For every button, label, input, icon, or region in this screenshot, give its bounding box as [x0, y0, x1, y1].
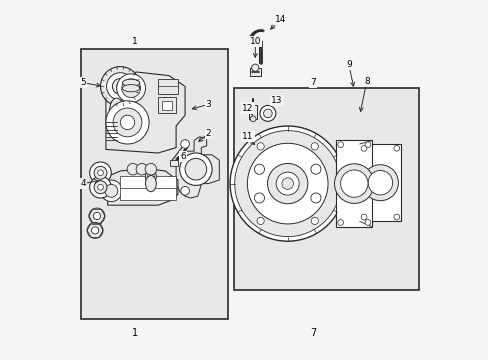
Text: 11: 11	[242, 132, 253, 141]
Bar	[362, 177, 368, 190]
Text: 1: 1	[131, 328, 138, 338]
Circle shape	[337, 142, 343, 148]
Circle shape	[282, 178, 293, 189]
Circle shape	[234, 131, 340, 237]
Ellipse shape	[145, 175, 156, 192]
Circle shape	[310, 217, 318, 225]
Circle shape	[267, 163, 307, 204]
Bar	[158, 97, 176, 113]
Circle shape	[94, 181, 107, 194]
Circle shape	[122, 79, 140, 98]
Circle shape	[365, 142, 370, 148]
Text: 7: 7	[309, 78, 315, 87]
Bar	[249, 68, 260, 76]
Circle shape	[260, 105, 275, 121]
Circle shape	[91, 227, 99, 234]
Circle shape	[117, 74, 145, 103]
Circle shape	[89, 162, 111, 184]
Circle shape	[257, 143, 264, 150]
Bar	[359, 144, 400, 221]
Circle shape	[310, 164, 320, 174]
Polygon shape	[176, 137, 219, 198]
Circle shape	[93, 212, 101, 220]
Circle shape	[145, 163, 156, 175]
Text: 8: 8	[363, 77, 369, 85]
Circle shape	[393, 214, 399, 220]
Ellipse shape	[147, 171, 154, 181]
Circle shape	[251, 64, 258, 71]
Text: 6: 6	[180, 152, 186, 161]
Circle shape	[393, 145, 399, 151]
Polygon shape	[107, 169, 178, 205]
Text: 12: 12	[242, 104, 253, 112]
Circle shape	[185, 158, 206, 180]
Ellipse shape	[145, 168, 156, 184]
Circle shape	[230, 126, 345, 241]
Bar	[81, 49, 228, 319]
Circle shape	[250, 116, 256, 122]
Circle shape	[179, 153, 212, 185]
Text: 4: 4	[80, 179, 86, 188]
Circle shape	[181, 186, 189, 195]
Circle shape	[120, 115, 134, 130]
Circle shape	[98, 170, 103, 176]
Circle shape	[362, 165, 398, 201]
Bar	[158, 79, 178, 94]
Circle shape	[361, 145, 366, 151]
Bar	[249, 105, 257, 119]
Ellipse shape	[109, 98, 123, 125]
Polygon shape	[106, 72, 185, 153]
Circle shape	[257, 217, 264, 225]
Circle shape	[94, 166, 107, 179]
Circle shape	[276, 172, 299, 195]
Text: 7: 7	[309, 328, 315, 338]
Circle shape	[101, 67, 140, 106]
Bar	[336, 140, 371, 227]
Circle shape	[127, 163, 139, 175]
Circle shape	[361, 214, 366, 220]
Circle shape	[254, 164, 264, 174]
Circle shape	[113, 108, 142, 137]
Circle shape	[98, 184, 103, 190]
Text: 9: 9	[346, 60, 351, 69]
Circle shape	[334, 164, 373, 203]
Bar	[170, 160, 178, 166]
Circle shape	[89, 208, 104, 224]
Ellipse shape	[113, 104, 121, 119]
Circle shape	[136, 163, 147, 175]
Ellipse shape	[122, 85, 140, 92]
Circle shape	[117, 83, 123, 90]
Circle shape	[310, 193, 320, 203]
Circle shape	[247, 143, 327, 224]
Circle shape	[112, 78, 128, 94]
Text: 13: 13	[270, 96, 282, 105]
Circle shape	[89, 176, 111, 198]
Text: 3: 3	[205, 100, 211, 109]
Circle shape	[106, 73, 134, 100]
Circle shape	[367, 170, 392, 195]
Bar	[162, 101, 172, 110]
Circle shape	[87, 222, 103, 238]
Text: 1: 1	[132, 37, 137, 46]
Circle shape	[181, 140, 189, 148]
Circle shape	[365, 220, 370, 225]
Circle shape	[104, 184, 118, 197]
Circle shape	[254, 193, 264, 203]
Circle shape	[337, 220, 343, 225]
Circle shape	[310, 143, 318, 150]
Circle shape	[101, 180, 122, 202]
Text: 10: 10	[249, 37, 261, 46]
Text: 2: 2	[205, 129, 211, 138]
Ellipse shape	[122, 79, 140, 86]
Bar	[120, 176, 176, 200]
Text: 14: 14	[274, 15, 285, 24]
Circle shape	[263, 109, 272, 118]
Circle shape	[106, 101, 149, 144]
Circle shape	[340, 170, 367, 197]
Bar	[233, 88, 418, 290]
Text: 5: 5	[80, 78, 86, 87]
